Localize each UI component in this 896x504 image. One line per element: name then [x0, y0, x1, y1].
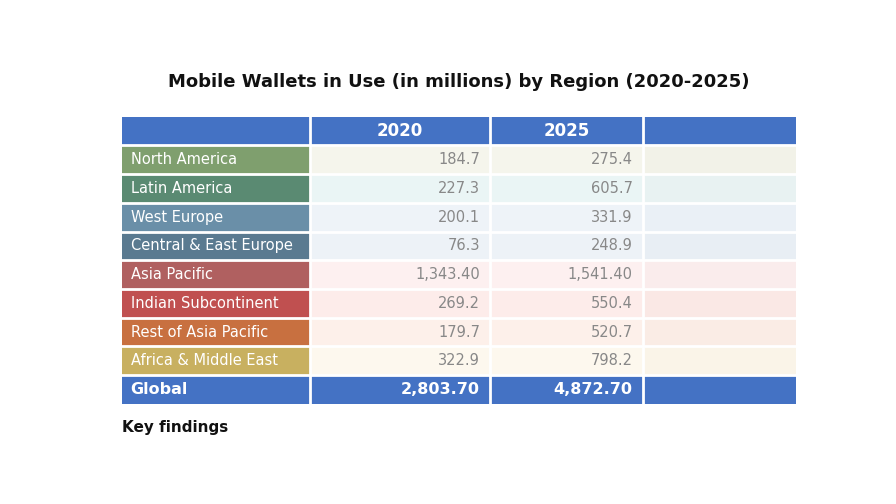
Bar	[643, 232, 796, 261]
Bar	[490, 232, 643, 261]
Text: Indian Subcontinent: Indian Subcontinent	[131, 296, 279, 311]
Bar	[643, 289, 796, 318]
Text: 200.1: 200.1	[438, 210, 480, 225]
Bar	[123, 117, 310, 146]
Text: Mobile Wallets in Use (in millions) by Region (2020-2025): Mobile Wallets in Use (in millions) by R…	[168, 73, 750, 91]
Text: 275.4: 275.4	[590, 152, 633, 167]
Bar	[310, 346, 490, 375]
Bar	[123, 318, 310, 346]
Bar	[643, 375, 796, 404]
Text: 269.2: 269.2	[438, 296, 480, 311]
Text: 520.7: 520.7	[590, 325, 633, 340]
Text: 605.7: 605.7	[590, 181, 633, 196]
Text: 2020: 2020	[377, 122, 423, 140]
Bar	[490, 203, 643, 232]
Bar	[643, 318, 796, 346]
Bar	[490, 117, 643, 146]
Text: Rest of Asia Pacific: Rest of Asia Pacific	[131, 325, 268, 340]
Bar	[490, 174, 643, 203]
Text: Asia Pacific: Asia Pacific	[131, 267, 212, 282]
Bar	[310, 318, 490, 346]
Bar	[123, 375, 310, 404]
Bar	[310, 375, 490, 404]
Text: 322.9: 322.9	[438, 353, 480, 368]
Bar	[123, 203, 310, 232]
Bar	[123, 174, 310, 203]
Text: 1,343.40: 1,343.40	[415, 267, 480, 282]
Text: 179.7: 179.7	[438, 325, 480, 340]
Bar	[490, 289, 643, 318]
Bar	[123, 146, 310, 174]
Bar	[490, 146, 643, 174]
Bar	[643, 117, 796, 146]
Text: West Europe: West Europe	[131, 210, 223, 225]
Text: 798.2: 798.2	[590, 353, 633, 368]
Bar	[310, 261, 490, 289]
Text: 227.3: 227.3	[438, 181, 480, 196]
Text: 76.3: 76.3	[447, 238, 480, 254]
Bar	[310, 174, 490, 203]
Text: 1,541.40: 1,541.40	[568, 267, 633, 282]
Text: Latin America: Latin America	[131, 181, 232, 196]
Bar	[490, 375, 643, 404]
Bar	[643, 261, 796, 289]
Bar	[123, 261, 310, 289]
Text: 2,803.70: 2,803.70	[401, 382, 480, 397]
Bar	[310, 289, 490, 318]
Text: Global: Global	[131, 382, 188, 397]
Bar	[490, 318, 643, 346]
Bar	[310, 203, 490, 232]
Text: 184.7: 184.7	[438, 152, 480, 167]
Text: 2025: 2025	[544, 122, 590, 140]
Bar	[310, 146, 490, 174]
Text: 4,872.70: 4,872.70	[554, 382, 633, 397]
Bar	[643, 346, 796, 375]
Text: 248.9: 248.9	[591, 238, 633, 254]
Bar	[643, 174, 796, 203]
Bar	[123, 289, 310, 318]
Bar	[643, 146, 796, 174]
Bar	[490, 346, 643, 375]
Text: North America: North America	[131, 152, 237, 167]
Text: Central & East Europe: Central & East Europe	[131, 238, 293, 254]
Text: 550.4: 550.4	[591, 296, 633, 311]
Bar	[310, 117, 490, 146]
Bar	[490, 261, 643, 289]
Bar	[310, 232, 490, 261]
Text: Africa & Middle East: Africa & Middle East	[131, 353, 278, 368]
Text: Key findings: Key findings	[123, 420, 228, 435]
Text: 331.9: 331.9	[591, 210, 633, 225]
Bar	[123, 346, 310, 375]
Bar	[643, 203, 796, 232]
Bar	[123, 232, 310, 261]
